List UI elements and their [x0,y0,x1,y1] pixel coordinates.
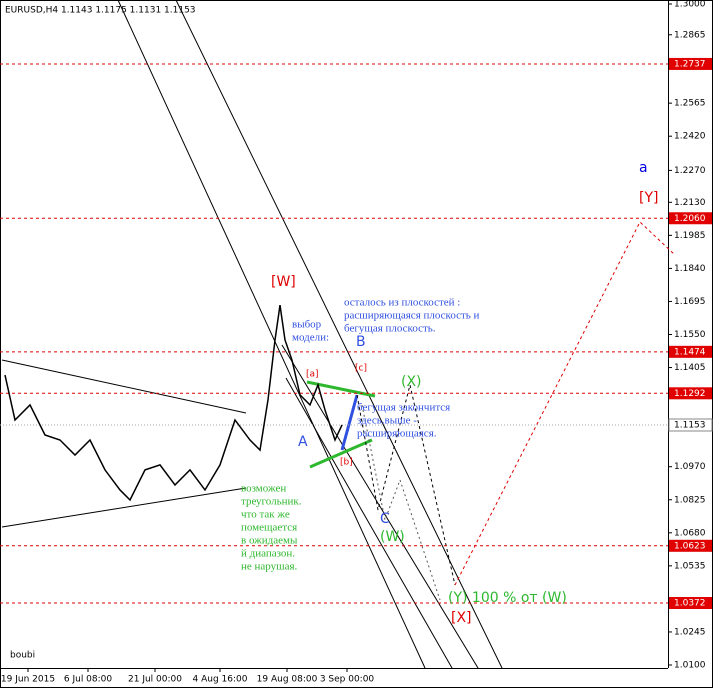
level-tag [669,597,712,610]
wave-label: [a] [306,370,319,380]
wave-label: (Y) 100 % от (W) [448,590,567,606]
channel-line [117,0,426,669]
x-tick-label: 3 Sep 00:00 [320,675,375,685]
note-text: возможен [241,483,286,495]
note-text: треугольник. [241,496,302,508]
y-tick-label: 1.1840 [674,264,706,274]
wave-label: A [298,434,308,450]
current-price-label: 1.1153 [674,420,706,430]
channel-line [281,344,479,669]
note-text: помещается [241,522,297,534]
level-label: 1.1292 [674,389,706,399]
channel-line [285,377,453,669]
note-text: осталось из плоскостей : [344,297,460,309]
y-tick-label: 1.0825 [674,495,706,505]
wave-label: [X] [451,610,472,626]
x-tick-label: 19 Aug 08:00 [257,675,318,685]
y-tick-label: 1.0100 [674,661,706,671]
level-label: 1.2737 [674,59,706,69]
wave-label: (X) [401,374,422,390]
level-tag [669,212,712,225]
y-tick-label: 1.2565 [674,99,706,109]
y-tick-label: 1.3000 [674,0,706,10]
y-tick-label: 1.1405 [674,363,706,373]
wave-label: C [380,511,390,527]
wave-label: [c] [355,364,367,374]
y-tick-label: 1.2270 [674,166,706,176]
chart-title: EURUSD,H4 1.1143 1.1175 1.1131 1.1153 [5,6,196,16]
level-tag [669,57,712,70]
note-text: что так же [241,509,290,521]
wave-label: B [356,334,366,350]
wave-label: [b] [340,458,353,468]
x-tick-label: 6 Jul 08:00 [64,675,113,685]
y-tick-label: 1.0680 [674,528,706,538]
level-label: 1.0623 [674,541,706,551]
y-tick-label: 1.1695 [674,297,706,307]
projection [356,384,456,586]
y-tick-label: 1.1985 [674,231,706,241]
y-tick-label: 1.0535 [674,561,706,571]
channel-line [175,0,503,669]
level-tag [669,539,712,552]
y-tick-label: 1.0970 [674,462,706,472]
x-tick-label: 21 Jul 00:00 [128,675,182,685]
x-tick-label: 19 Jun 2015 [1,675,55,685]
price-line [4,304,343,502]
level-label: 1.2060 [674,214,706,224]
note-text: расширяющаяся. [357,428,437,440]
wave-label: [Y] [639,190,658,206]
green-line [309,438,373,469]
level-label: 1.1474 [674,347,706,357]
note-text: в ожидаемы [241,535,298,547]
level-tag [669,387,712,400]
y-tick-label: 1.1550 [674,330,706,340]
note-text: расширяющаяся плоскость и [344,310,480,322]
note-text: выбор [292,319,322,331]
wave-label: [W] [271,274,296,290]
note-text: бегущая закончится [357,402,450,414]
y-tick-label: 1.2420 [674,132,706,142]
level-tag [669,345,712,358]
triangle-line [1,487,247,528]
watermark: boubi [10,651,35,661]
x-tick-label: 4 Aug 16:00 [193,675,248,685]
projection-red [454,221,676,586]
level-label: 1.0372 [674,599,706,609]
y-tick-label: 1.2130 [674,198,706,208]
blue-line [340,394,359,451]
triangle-line [1,359,247,414]
y-tick-label: 1.0245 [674,627,706,637]
wave-label: a [639,160,648,176]
wave-label: (W) [380,529,405,545]
note-text: бегущая плоскость. [344,323,436,335]
note-text: здесь.выше - [357,415,417,427]
note-text: й диапазон. [241,548,295,560]
note-text: не нарушая. [241,561,298,573]
y-tick-label: 1.2865 [674,30,706,40]
note-text: модели: [292,332,329,344]
current-price-tag [668,418,713,432]
